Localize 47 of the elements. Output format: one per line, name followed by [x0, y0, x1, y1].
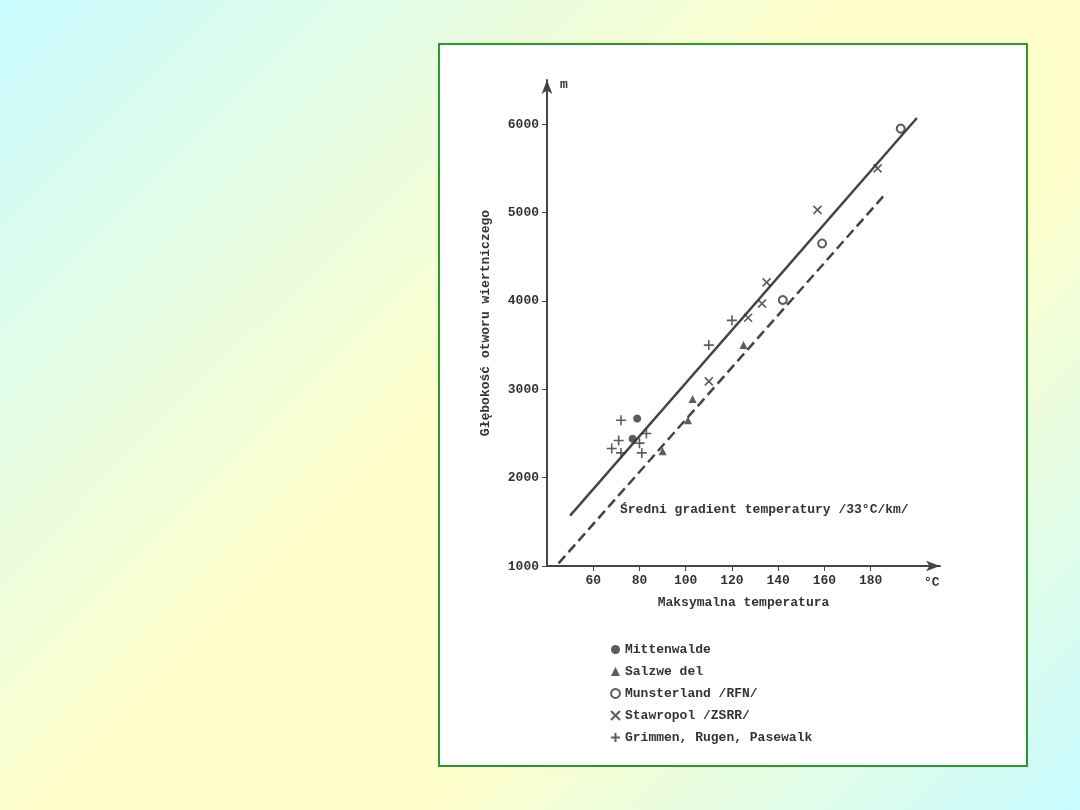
x-tick-label: 160 [812, 573, 837, 588]
x-tick-label: 140 [766, 573, 791, 588]
legend-label: Salzwe del [625, 664, 704, 679]
y-axis-title: Głębokość otworu wiertniczego [478, 209, 493, 437]
point [605, 442, 618, 455]
y-tick-label: 2000 [507, 470, 540, 486]
y-tick-label: 3000 [507, 381, 540, 397]
y-tick-label: 1000 [507, 558, 540, 574]
point [635, 447, 648, 459]
y-tick-label: 4000 [507, 293, 540, 309]
point [640, 427, 653, 440]
point [658, 447, 667, 456]
point [761, 277, 772, 288]
point [704, 376, 714, 387]
point [895, 123, 906, 134]
point [872, 163, 883, 174]
point [743, 312, 753, 323]
y-tick-label: 5000 [507, 205, 540, 221]
annotation: Średni gradient temperatury /33°C/km/ [620, 502, 909, 517]
point [615, 414, 627, 426]
point [812, 205, 823, 215]
point [633, 437, 646, 449]
x-axis-title: Maksymalna temperatura [657, 595, 830, 610]
point [777, 295, 788, 306]
x-tick-label: 80 [631, 573, 648, 588]
legend-label: Stawropol /ZSRR/ [625, 708, 751, 723]
point [757, 298, 767, 309]
y-tick-label: 6000 [507, 116, 540, 132]
legend-label: Mittenwalde [625, 642, 712, 657]
point [615, 447, 627, 459]
text: °C [924, 575, 940, 590]
point [628, 434, 637, 443]
point [684, 416, 693, 425]
point [817, 238, 828, 249]
x-tick-label: 180 [858, 573, 883, 588]
x-tick-label: 100 [674, 573, 698, 588]
x-tick-label: 60 [585, 573, 602, 588]
point [703, 339, 715, 351]
point [633, 414, 642, 423]
point [739, 341, 748, 350]
point [726, 314, 738, 327]
point [612, 434, 625, 447]
legend-label: Munsterland /RFN/ [625, 686, 758, 701]
point [688, 394, 697, 403]
legend-label: Grimmen, Rugen, Pasewalk [625, 730, 813, 745]
x-tick-label: 120 [720, 573, 744, 588]
annotation: m [560, 77, 568, 92]
